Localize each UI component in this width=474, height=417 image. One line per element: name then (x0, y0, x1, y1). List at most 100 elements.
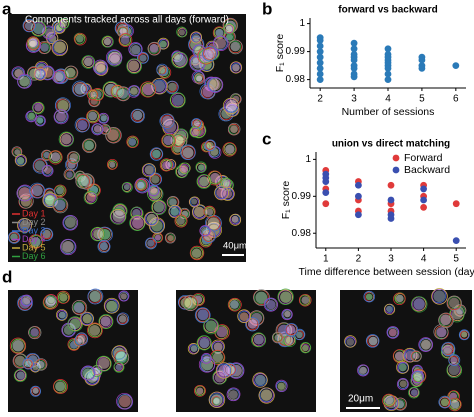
y-tick-label: 0.99 (292, 191, 312, 202)
cell (55, 111, 67, 122)
cell (60, 20, 68, 27)
contour (245, 317, 260, 332)
contour (228, 39, 243, 55)
contour (116, 392, 133, 410)
legend-label: Day 6 (22, 251, 46, 261)
contour (433, 324, 449, 340)
scale-bar-label: 20μm (348, 394, 373, 405)
cell (213, 397, 220, 405)
contour (90, 227, 105, 241)
cell (215, 38, 227, 49)
cell (100, 316, 111, 327)
contour (34, 358, 48, 371)
contour (180, 144, 196, 160)
cell (443, 344, 453, 354)
contour (9, 337, 27, 354)
contour (431, 288, 448, 305)
cell (420, 339, 431, 350)
cell (203, 355, 210, 362)
contour (92, 59, 108, 75)
contour (113, 349, 130, 366)
contour (148, 172, 163, 186)
cell (168, 82, 177, 92)
cell (448, 297, 460, 309)
contour (189, 245, 205, 261)
contour (28, 325, 42, 340)
cell (153, 201, 165, 213)
cell (24, 21, 34, 31)
y-tick-label: 0.98 (286, 74, 306, 85)
contour (408, 386, 420, 399)
point (316, 59, 324, 67)
cell (253, 334, 264, 345)
contour (448, 354, 461, 366)
image-a: Components tracked across all days (forw… (7, 14, 247, 262)
cell (99, 242, 108, 251)
cell (178, 29, 185, 36)
cell (75, 34, 84, 43)
contour (207, 76, 224, 93)
contour (136, 51, 149, 64)
contour (438, 312, 454, 328)
point (316, 65, 324, 72)
x-tick-label: 2 (317, 94, 323, 105)
contour (62, 214, 79, 231)
point (316, 70, 324, 78)
cell (61, 134, 72, 145)
cell (190, 345, 198, 352)
cell (222, 179, 230, 187)
contour (34, 68, 47, 81)
cell (66, 171, 73, 178)
contour (127, 85, 140, 98)
legend-label: Backward (404, 164, 450, 176)
contour (441, 341, 456, 356)
contour (159, 113, 175, 129)
point (316, 42, 324, 50)
contour (71, 80, 88, 97)
cell (461, 331, 468, 338)
cell (19, 76, 30, 87)
contour (139, 81, 156, 98)
cell (212, 351, 224, 363)
point (384, 45, 392, 53)
cell (274, 334, 282, 342)
contour (14, 369, 26, 381)
cell (54, 199, 66, 211)
cell (132, 217, 144, 229)
cell (31, 185, 43, 197)
contour (237, 309, 251, 323)
contour (91, 123, 104, 136)
contour (284, 323, 299, 337)
contour (66, 151, 81, 165)
contour (151, 199, 167, 215)
cell (28, 112, 36, 120)
point (354, 181, 362, 189)
contour (53, 109, 69, 125)
cell (213, 342, 223, 352)
cell (255, 291, 268, 304)
contour (223, 23, 235, 35)
cell (106, 300, 118, 312)
contour (30, 184, 45, 198)
cell (107, 129, 119, 141)
point (418, 65, 426, 72)
cell (225, 99, 238, 112)
x-tick-label: 1 (323, 254, 329, 265)
contour (40, 227, 54, 241)
cell (28, 38, 38, 48)
contour (258, 387, 275, 404)
contour (213, 35, 229, 52)
cell (62, 240, 74, 253)
contour (222, 142, 237, 157)
contour (194, 384, 206, 397)
cell (296, 331, 303, 339)
point (387, 196, 395, 204)
cell (86, 192, 96, 202)
cell (209, 78, 221, 91)
cell (413, 372, 422, 382)
cell (144, 165, 154, 175)
cell (100, 115, 107, 122)
contour (169, 92, 186, 109)
cell (82, 368, 94, 379)
